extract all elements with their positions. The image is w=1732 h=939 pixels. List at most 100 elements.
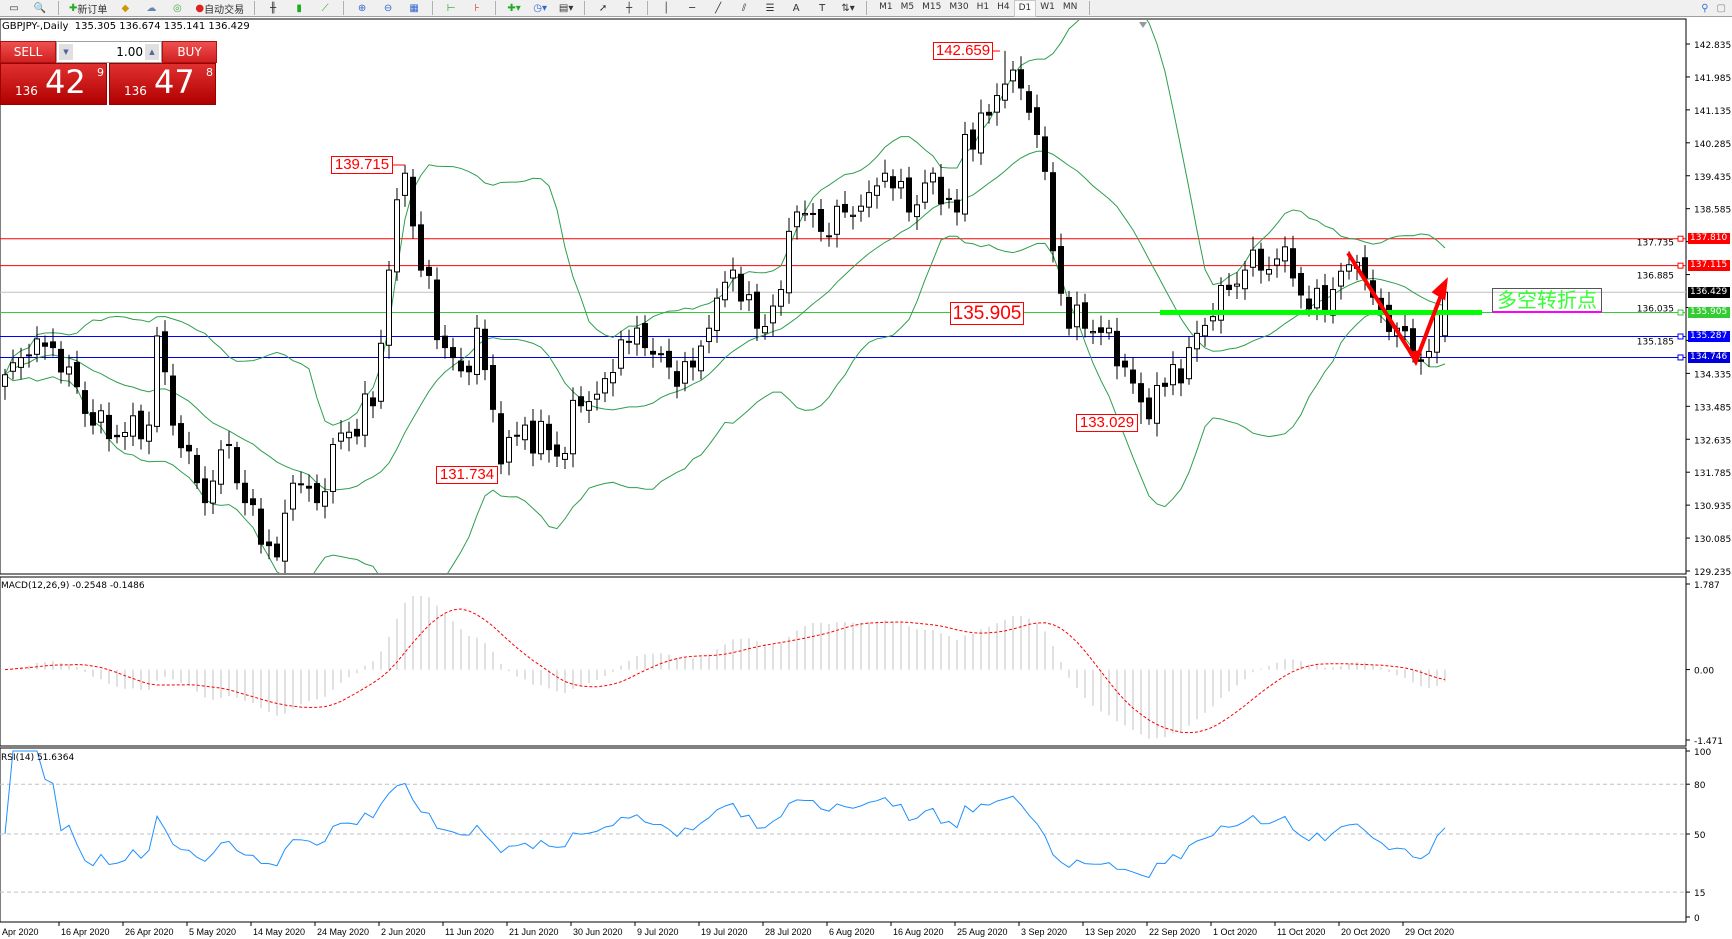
channel-icon[interactable]: ⫽ [741,2,747,14]
candle-body [290,482,296,510]
candle [66,354,72,387]
timeframe-h4[interactable]: H4 [997,1,1010,12]
zoom-out-icon[interactable]: ⊖ [383,2,393,14]
auto-trading-label: 自动交易 [204,4,245,16]
timeframe-h1[interactable]: H1 [976,1,990,12]
candle [570,387,576,468]
candle-body [1018,69,1024,89]
candle-body [890,176,896,189]
candle [442,325,448,359]
timeframe-mn[interactable]: MN [1062,1,1078,12]
candle-body [802,213,808,216]
chart-shift-icon[interactable]: ⊢ [446,2,456,14]
candle-body [1138,383,1144,403]
candle [530,408,536,467]
candle [210,469,216,514]
market-watch-icon[interactable]: ◆ [121,2,130,14]
periods-icon[interactable]: ◷▾ [533,2,547,14]
line-chart-icon[interactable]: ⟋ [321,2,329,14]
open-icon[interactable]: ▭ [9,2,19,14]
timeframe-m15[interactable]: M15 [922,1,942,12]
price-tick-label: 132.635 [1694,436,1731,446]
terminal-icon[interactable]: ☁ [146,2,157,14]
candle-body [906,177,912,213]
zoom-in-icon[interactable]: ⊕ [357,2,367,14]
price-tick-label: 141.135 [1694,107,1731,117]
candle-body [1146,397,1152,420]
candle [778,280,784,316]
candle [290,474,296,521]
candle [602,371,608,403]
buy-price[interactable]: 136 47 8 [109,63,216,105]
indicators-icon[interactable]: ✚▾ [507,2,521,14]
sell-button[interactable]: SELL [0,41,56,63]
crosshair-icon[interactable]: ┼ [626,2,633,14]
vertical-line-icon[interactable]: │ [663,2,670,14]
signals-icon[interactable]: ◎ [173,2,182,14]
candle-body [1106,327,1112,334]
date-tick-label: 1 Oct 2020 [1213,927,1257,937]
cursor-icon[interactable]: ➚ [598,2,608,14]
candle [386,261,392,359]
candle-body [962,133,968,215]
candle [114,424,120,444]
candle [226,431,232,459]
candle-body [1074,304,1080,328]
candle-body [154,335,160,427]
autoscroll-icon[interactable]: ⊦ [474,2,480,14]
text-label-tool-button[interactable]: T [819,2,826,14]
quantity-stepper[interactable]: ▼ 1.00 ▲ [56,41,162,63]
new-order-button[interactable]: ✚ 新订单 [67,1,109,16]
macd-tick-label: 1.787 [1694,581,1720,591]
candle-body [130,415,136,437]
candle [410,168,416,239]
candle [962,121,968,222]
sell-price-prefix: 136 [15,84,38,98]
macd-title: MACD(12,26,9) -0.2548 -0.1486 [1,581,145,591]
timeframe-m30[interactable]: M30 [949,1,969,12]
timeframe-m1[interactable]: M1 [879,1,893,12]
candle-body [10,362,16,372]
auto-trading-button[interactable]: ● 自动交易 [193,1,246,16]
candle-body [1082,302,1088,329]
timeframe-d1[interactable]: D1 [1013,0,1037,17]
increase-icon[interactable]: ▲ [145,44,159,60]
arrows-icon[interactable]: ⇅▾ [841,2,855,14]
zoom-icon[interactable]: 🔍 [33,2,47,14]
candle [1026,85,1032,121]
timeframe-m5[interactable]: M5 [900,1,915,12]
search-icon[interactable]: ⚲ [1701,2,1709,14]
rsi-tick-label: 50 [1694,831,1706,841]
decrease-icon[interactable]: ▼ [59,44,73,60]
candle [1042,126,1048,181]
horizontal-line-icon[interactable]: ─ [689,2,696,14]
buy-button[interactable]: BUY [162,41,217,63]
candle-body [986,111,992,116]
quantity-value[interactable]: 1.00 [116,45,143,59]
candle [722,271,728,308]
candle-body [1210,316,1216,322]
candle [786,217,792,304]
trendline-icon[interactable]: ╱ [715,2,722,14]
candle [794,205,800,240]
chat-icon[interactable]: ▢ [1716,2,1726,14]
candle [802,200,808,222]
fibonacci-icon[interactable]: ☰ [765,2,775,14]
text-tool-button[interactable]: A [792,2,800,14]
bar-chart-icon[interactable]: ╫ [270,2,277,14]
candle [418,211,424,278]
sell-price[interactable]: 136 42 9 [0,63,107,105]
candle-body [322,491,328,507]
candle [970,122,976,162]
candle [1282,236,1288,273]
candle [106,402,112,452]
candle [834,199,840,248]
candle [626,329,632,355]
templates-icon[interactable]: ▤▾ [558,2,574,14]
candlestick-icon[interactable]: ▮ [296,2,302,14]
timeframe-w1[interactable]: W1 [1040,1,1055,12]
candle-body [458,360,464,372]
candle-body [858,205,864,212]
tile-windows-icon[interactable]: ▦ [409,2,419,14]
